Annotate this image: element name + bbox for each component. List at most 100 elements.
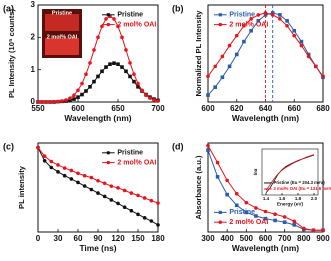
x-tick-label: 1.6 — [279, 196, 286, 201]
data-point — [244, 200, 249, 205]
legend-marker — [106, 22, 111, 27]
x-axis-label: Time (ns) — [79, 243, 116, 253]
data-point — [124, 48, 128, 52]
data-point — [302, 226, 306, 231]
data-point — [144, 93, 148, 98]
data-point — [270, 11, 275, 15]
x-tick-label: 2.0 — [311, 196, 318, 201]
data-point — [68, 96, 72, 100]
data-point — [102, 181, 107, 186]
legend-marker — [106, 160, 111, 165]
data-point — [56, 163, 60, 167]
data-point — [100, 24, 104, 29]
data-point — [136, 212, 140, 217]
data-point — [84, 72, 88, 76]
legend-marker — [106, 13, 110, 17]
x-axis-label: Wavelength (nm) — [64, 113, 131, 123]
legend-label: Pristine — [117, 12, 143, 19]
y-axis-label: PL intensity — [17, 165, 26, 209]
data-point — [104, 65, 108, 69]
legend-label: Pristine (Eu = 204.3 meV) — [273, 180, 325, 185]
data-point — [234, 52, 239, 57]
x-tick-label: 600 — [259, 234, 273, 243]
data-point — [49, 159, 54, 164]
data-point — [116, 186, 120, 190]
data-point — [156, 223, 160, 227]
data-point — [306, 52, 311, 57]
data-point — [306, 54, 311, 59]
data-point — [249, 17, 253, 21]
x-tick-label: 400 — [220, 234, 234, 243]
data-point — [109, 198, 114, 202]
data-point — [76, 88, 80, 93]
data-point — [56, 99, 60, 104]
data-point — [82, 173, 87, 178]
data-point — [116, 62, 120, 66]
data-point — [76, 95, 80, 99]
data-point — [148, 96, 152, 100]
data-point — [263, 13, 268, 17]
x-tick-label: 600 — [71, 104, 85, 113]
data-point — [292, 219, 297, 224]
x-tick-label: 620 — [230, 104, 244, 113]
legend-label: Pristine — [229, 12, 255, 19]
data-point — [206, 148, 210, 152]
x-tick-label: 550 — [31, 104, 45, 113]
data-point — [102, 194, 107, 199]
data-point — [132, 79, 136, 84]
data-point — [88, 61, 92, 65]
data-point — [273, 218, 277, 223]
data-point — [80, 92, 84, 97]
data-point — [122, 188, 127, 193]
legend-marker — [218, 220, 222, 224]
data-point — [213, 64, 217, 69]
inset-label: Pristine — [52, 10, 72, 16]
data-point — [49, 165, 54, 170]
x-tick-label: 30 — [54, 234, 63, 243]
data-point — [321, 74, 325, 79]
x-tick-label: 1.4 — [263, 196, 270, 201]
x-tick-label: 0 — [36, 234, 41, 243]
data-point — [234, 191, 239, 196]
x-axis-label: Energy (eV) — [277, 202, 304, 208]
data-point — [84, 89, 88, 93]
legend-label: Pristine — [117, 150, 143, 157]
legend-marker — [218, 210, 222, 214]
data-point — [311, 228, 316, 233]
data-point — [112, 61, 116, 65]
legend-label: Pristine — [229, 209, 255, 216]
data-point — [136, 85, 140, 89]
data-point — [36, 100, 40, 104]
legend-label: 2 mol% OAI — [117, 159, 156, 166]
panel-label: (c) — [3, 141, 14, 151]
data-point — [156, 201, 160, 205]
x-tick-label: 700 — [278, 234, 292, 243]
panel-label: (d) — [172, 141, 184, 151]
data-point — [225, 178, 229, 183]
data-point — [225, 192, 229, 197]
data-point — [69, 177, 74, 181]
data-point — [215, 175, 220, 179]
x-tick-label: 680 — [316, 104, 330, 113]
data-point — [112, 17, 116, 21]
x-tick-label: 180 — [151, 234, 165, 243]
x-tick-label: 650 — [111, 104, 125, 113]
data-point — [129, 208, 134, 213]
data-point — [314, 64, 318, 69]
data-point — [89, 187, 94, 192]
data-point — [152, 98, 156, 102]
data-point — [292, 33, 297, 38]
data-point — [140, 88, 144, 93]
data-point — [227, 64, 232, 69]
x-tick-label: 60 — [74, 234, 83, 243]
data-point — [282, 220, 287, 225]
data-point — [60, 99, 64, 103]
data-point — [69, 168, 74, 173]
x-tick-label: 600 — [201, 104, 215, 113]
data-point — [82, 184, 87, 188]
x-tick-label: 700 — [151, 104, 165, 113]
data-point — [227, 43, 232, 48]
data-point — [128, 74, 132, 79]
data-point — [292, 28, 297, 33]
data-point — [62, 173, 67, 178]
